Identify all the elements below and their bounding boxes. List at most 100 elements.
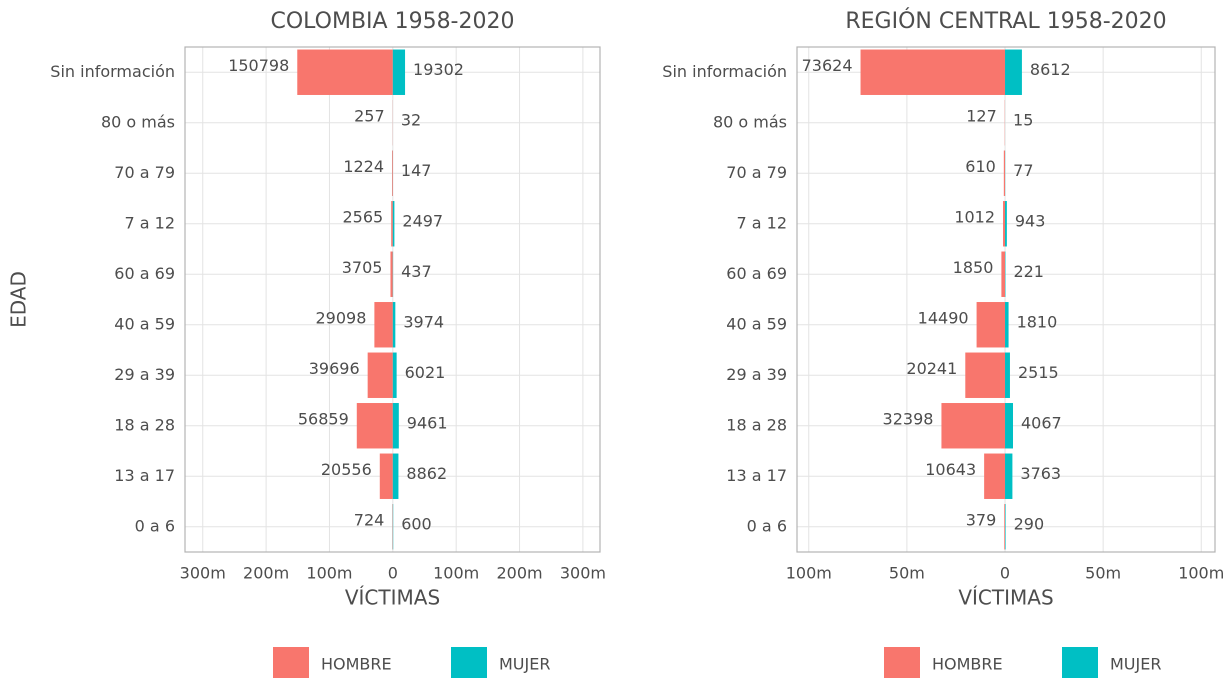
legend-key: [273, 647, 309, 678]
data-label: 943: [1015, 211, 1046, 230]
chart-title: COLOMBIA 1958-2020: [271, 9, 515, 34]
x-tick-label: 0: [388, 564, 398, 583]
x-tick-label: 100m: [786, 564, 832, 583]
data-label: 32398: [883, 409, 934, 428]
data-label: 3763: [1020, 464, 1061, 483]
data-label: 600: [401, 514, 432, 533]
legend-label: HOMBRE: [932, 655, 1003, 674]
bar: [1001, 251, 1006, 297]
data-label: 19302: [413, 60, 464, 79]
x-axis-label: VÍCTIMAS: [958, 586, 1053, 610]
y-tick-label: 13 a 17: [726, 466, 787, 485]
y-tick-label: 60 a 69: [114, 264, 175, 283]
bar: [390, 251, 393, 297]
data-label: 3705: [342, 258, 383, 277]
y-tick-label: 29 a 39: [114, 365, 175, 384]
y-tick-label: 40 a 59: [114, 314, 175, 333]
bar: [392, 352, 397, 398]
legend-label: MUJER: [499, 655, 550, 674]
bar: [1003, 201, 1006, 247]
legend-label: HOMBRE: [321, 655, 392, 674]
data-label: 221: [1013, 262, 1044, 281]
data-label: 3974: [403, 312, 444, 331]
data-label: 2515: [1018, 363, 1059, 382]
data-label: 9461: [407, 413, 448, 432]
x-tick-label: 50m: [1085, 564, 1121, 583]
data-label: 10643: [925, 460, 976, 479]
data-label: 1224: [343, 157, 384, 176]
bar: [392, 49, 406, 95]
legend-key: [1062, 647, 1098, 678]
data-label: 724: [354, 510, 385, 529]
bar: [941, 403, 1006, 449]
bar: [1004, 504, 1006, 550]
bar: [374, 302, 393, 348]
data-label: 20241: [906, 359, 957, 378]
y-tick-label: 80 o más: [713, 112, 787, 131]
y-tick-label: 70 a 79: [726, 163, 787, 182]
data-label: 437: [401, 262, 432, 281]
x-tick-label: 100m: [1178, 564, 1224, 583]
plot-border: [184, 46, 601, 553]
bar: [367, 352, 393, 398]
legend-key: [884, 647, 920, 678]
data-label: 127: [966, 106, 997, 125]
bar: [965, 352, 1006, 398]
y-tick-label: 7 a 12: [124, 213, 175, 232]
data-label: 6021: [405, 363, 446, 382]
bar: [392, 302, 396, 348]
bar: [392, 403, 399, 449]
data-label: 2497: [402, 211, 443, 230]
data-label: 147: [401, 161, 432, 180]
bar: [392, 201, 395, 247]
bar: [356, 403, 393, 449]
y-tick-label: 70 a 79: [114, 163, 175, 182]
data-label: 56859: [298, 409, 349, 428]
data-label: 73624: [802, 56, 853, 75]
data-label: 4067: [1021, 413, 1062, 432]
bar: [379, 453, 393, 499]
data-label: 1850: [953, 258, 994, 277]
data-label: 1810: [1017, 312, 1058, 331]
bar: [976, 302, 1006, 348]
bar: [1005, 352, 1010, 398]
data-label: 379: [966, 510, 997, 529]
data-label: 150798: [228, 56, 289, 75]
data-label: 2565: [342, 207, 383, 226]
bar: [297, 49, 393, 95]
x-tick-label: 300m: [180, 564, 226, 583]
y-tick-label: 29 a 39: [726, 365, 787, 384]
y-axis-label: EDAD: [7, 271, 31, 328]
data-label: 1012: [954, 207, 995, 226]
bar: [1003, 150, 1006, 196]
data-label: 29098: [315, 308, 366, 327]
x-tick-label: 50m: [889, 564, 925, 583]
data-label: 8862: [406, 464, 447, 483]
plot-border: [796, 46, 1216, 553]
x-tick-label: 100m: [433, 564, 479, 583]
y-tick-label: 13 a 17: [114, 466, 175, 485]
y-tick-label: 0 a 6: [747, 516, 787, 535]
x-tick-label: 100m: [306, 564, 352, 583]
y-tick-label: 18 a 28: [114, 415, 175, 434]
bar: [1005, 403, 1014, 449]
bar: [1005, 504, 1006, 550]
y-tick-label: 7 a 12: [736, 213, 787, 232]
y-tick-label: Sin información: [662, 62, 787, 81]
data-label: 8612: [1030, 60, 1071, 79]
chart-title: REGIÓN CENTRAL 1958-2020: [845, 8, 1166, 34]
bar: [1005, 49, 1022, 95]
bar: [1005, 201, 1007, 247]
bar: [1005, 302, 1009, 348]
y-tick-label: 80 o más: [101, 112, 175, 131]
legend-label: MUJER: [1110, 655, 1161, 674]
y-tick-label: 0 a 6: [135, 516, 175, 535]
data-label: 32: [401, 110, 421, 129]
x-axis-label: VÍCTIMAS: [345, 586, 440, 610]
y-tick-label: 60 a 69: [726, 264, 787, 283]
data-label: 15: [1013, 110, 1033, 129]
legend-key: [451, 647, 487, 678]
data-label: 610: [965, 157, 996, 176]
data-label: 77: [1013, 161, 1033, 180]
